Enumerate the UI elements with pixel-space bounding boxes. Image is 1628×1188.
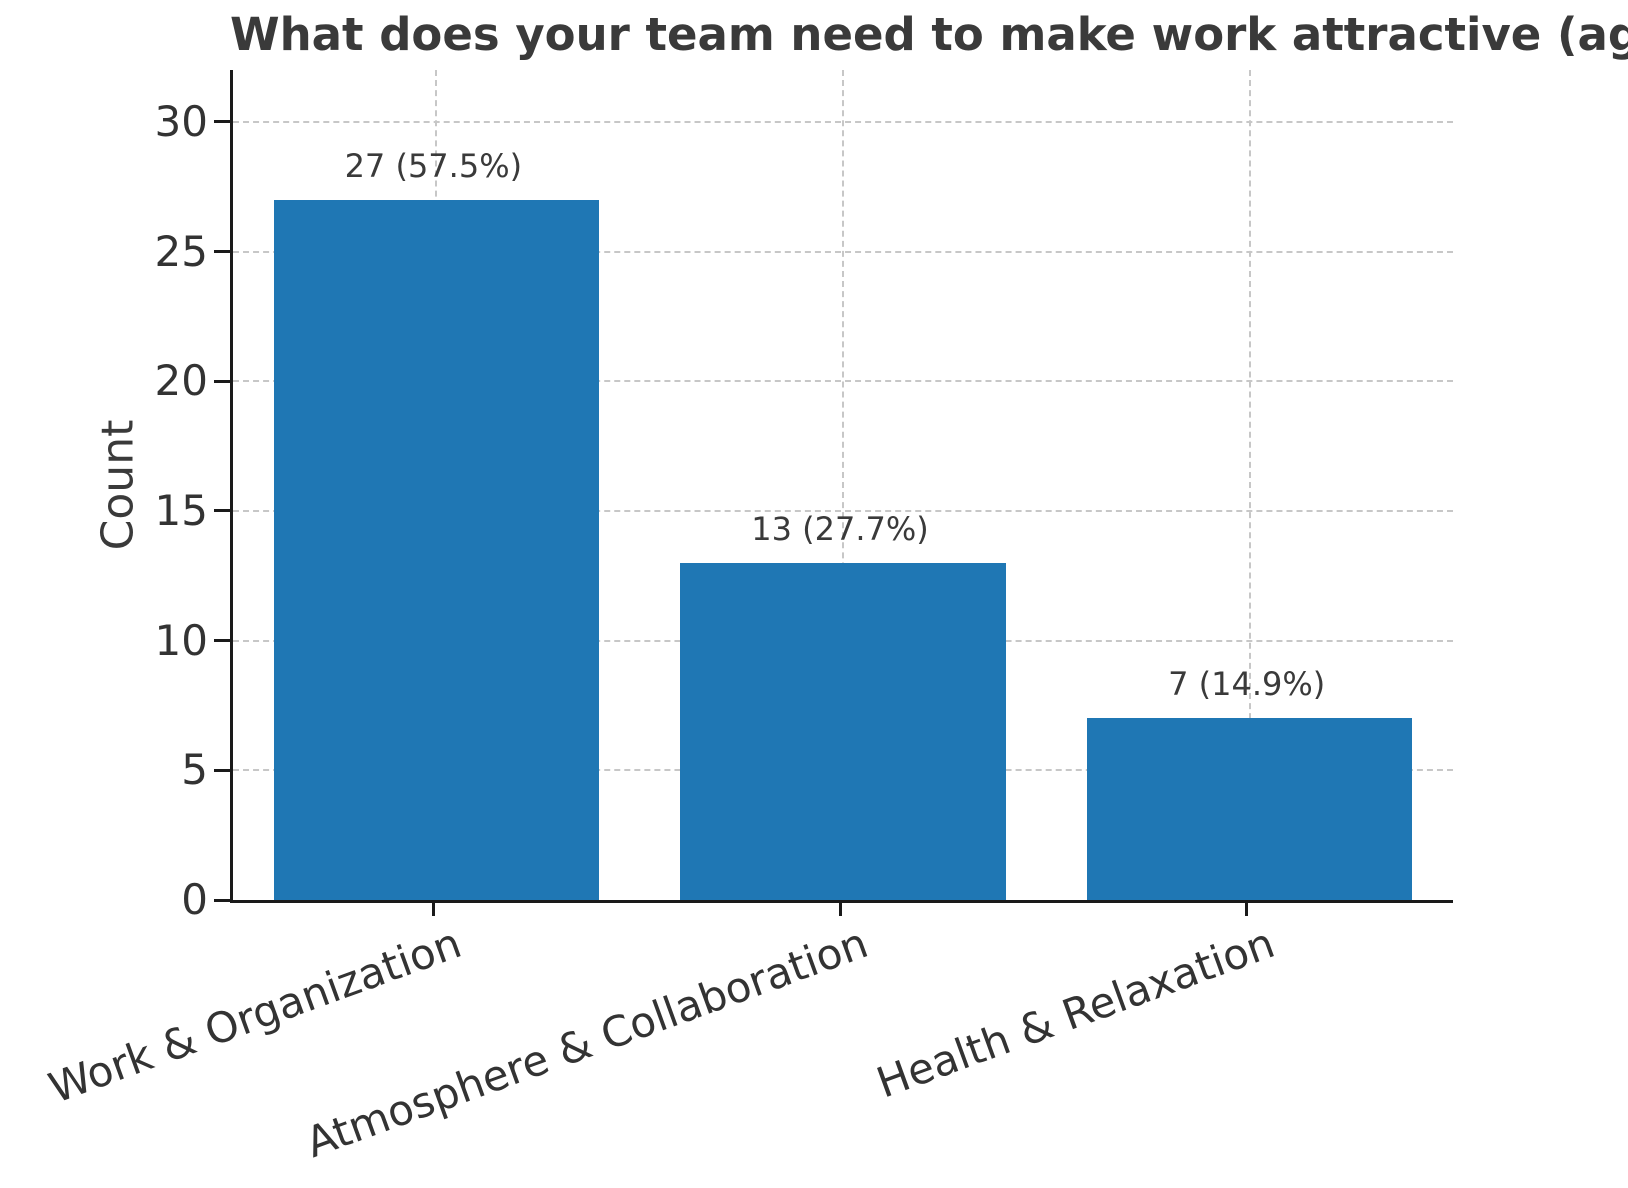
y-tick-mark xyxy=(214,250,230,254)
y-tick-label: 20 xyxy=(154,356,208,406)
y-tick-label: 30 xyxy=(154,96,208,146)
bar-value-label: 27 (57.5%) xyxy=(344,146,523,185)
bar xyxy=(1087,718,1413,900)
y-tick-mark xyxy=(214,379,230,383)
y-tick-label: 10 xyxy=(154,615,208,665)
y-tick-label: 25 xyxy=(154,226,208,276)
x-tick-mark xyxy=(838,903,842,916)
y-tick-label: 0 xyxy=(181,875,208,924)
plot-area xyxy=(230,70,1453,903)
chart-title: What does your team need to make work at… xyxy=(230,8,1628,61)
y-tick-label: 15 xyxy=(154,485,208,535)
bar-value-label: 13 (27.7%) xyxy=(751,509,929,548)
bar-value-label: 7 (14.9%) xyxy=(1168,665,1326,704)
x-tick-mark xyxy=(431,903,435,916)
y-tick-mark xyxy=(214,768,230,772)
x-gridline xyxy=(842,70,844,900)
y-tick-mark xyxy=(214,509,230,513)
x-tick-mark xyxy=(1245,903,1249,916)
y-tick-label: 5 xyxy=(181,745,208,795)
x-gridline xyxy=(1248,70,1251,900)
bar xyxy=(273,199,599,900)
y-tick-mark xyxy=(214,898,230,902)
y-tick-mark xyxy=(214,639,230,643)
bar xyxy=(680,562,1006,900)
y-tick-mark xyxy=(214,120,230,124)
